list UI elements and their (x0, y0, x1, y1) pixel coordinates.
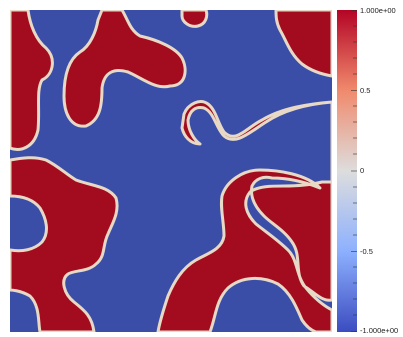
region-top-small (180, 10, 209, 28)
region-lower-left (10, 156, 119, 332)
region-top-center (62, 10, 187, 128)
colorbar-ticks (351, 10, 357, 332)
colorbar-label-q1: -0.5 (360, 247, 373, 256)
region-top-right (274, 10, 332, 78)
colorbar-label-q3: 0.5 (360, 86, 371, 95)
high-phase-regions (10, 10, 332, 332)
colorbar-label-max: 1.000e+00 (360, 6, 396, 15)
colorbar (337, 10, 357, 332)
colorbar-label-mid: 0 (360, 166, 365, 175)
colorbar-label-min: -1.000e+00 (360, 326, 399, 335)
phase-field-plot (10, 10, 332, 332)
region-top-left (10, 10, 54, 151)
region-right-middle (156, 100, 332, 332)
